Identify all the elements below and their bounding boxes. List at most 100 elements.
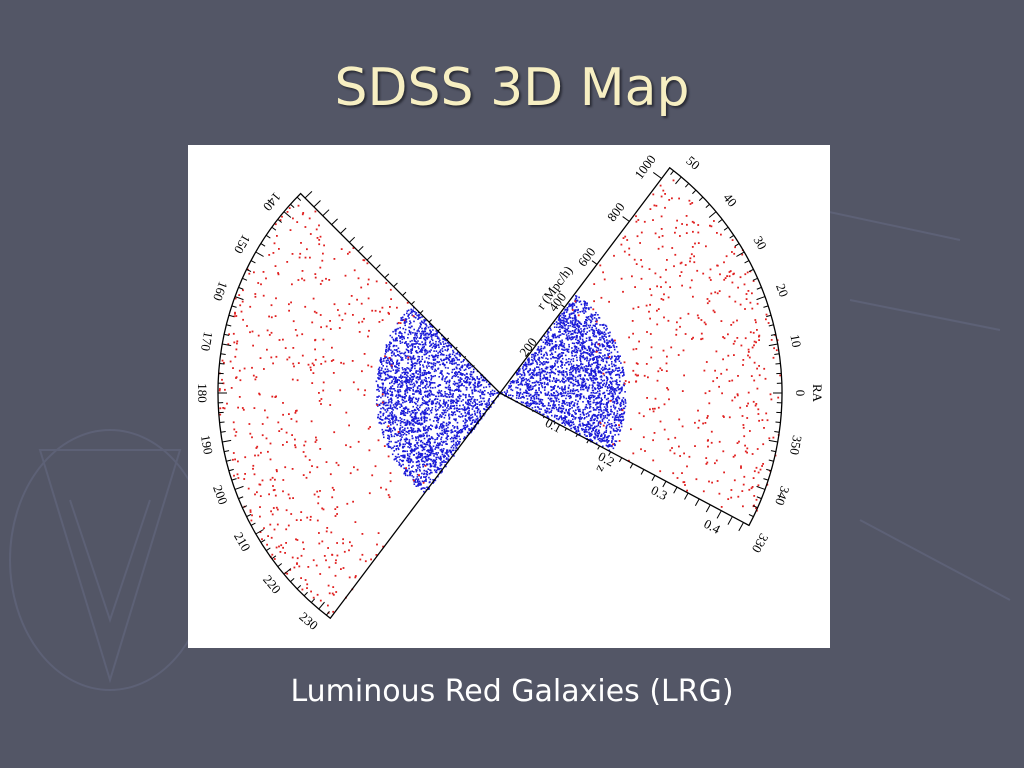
galaxy-point bbox=[400, 413, 402, 415]
galaxy-point bbox=[471, 389, 474, 391]
galaxy-point bbox=[567, 348, 570, 351]
galaxy-point bbox=[406, 421, 409, 423]
galaxy-point bbox=[416, 411, 418, 414]
galaxy-point bbox=[554, 362, 556, 365]
galaxy-point bbox=[453, 418, 455, 420]
galaxy-point bbox=[614, 380, 616, 382]
galaxy-point bbox=[524, 364, 526, 367]
galaxy-point bbox=[404, 391, 406, 393]
galaxy-point bbox=[578, 340, 581, 343]
galaxy-point bbox=[474, 399, 476, 401]
galaxy-point bbox=[478, 385, 480, 388]
galaxy-point bbox=[418, 480, 421, 483]
galaxy-point bbox=[424, 476, 426, 478]
galaxy-point bbox=[409, 471, 411, 474]
galaxy-point bbox=[408, 329, 411, 332]
galaxy-point bbox=[418, 429, 421, 431]
galaxy-point bbox=[443, 431, 446, 434]
galaxy-point bbox=[396, 359, 399, 362]
galaxy-point bbox=[456, 371, 458, 374]
galaxy-point bbox=[469, 373, 472, 376]
galaxy-point bbox=[586, 425, 588, 428]
galaxy-point bbox=[575, 399, 577, 401]
galaxy-point bbox=[527, 370, 529, 373]
galaxy-point bbox=[568, 314, 571, 316]
galaxy-point bbox=[561, 399, 564, 402]
galaxy-point bbox=[590, 433, 593, 435]
galaxy-point bbox=[606, 341, 609, 344]
galaxy-point bbox=[379, 373, 382, 375]
galaxy-point bbox=[404, 450, 406, 453]
galaxy-point bbox=[519, 388, 522, 390]
galaxy-point bbox=[600, 408, 602, 411]
galaxy-point bbox=[577, 400, 579, 403]
galaxy-point bbox=[543, 346, 546, 348]
galaxy-point bbox=[424, 351, 426, 353]
galaxy-point bbox=[616, 412, 619, 415]
galaxy-point bbox=[460, 429, 462, 431]
galaxy-point bbox=[594, 372, 597, 375]
galaxy-point bbox=[567, 392, 569, 395]
galaxy-point bbox=[572, 358, 575, 360]
galaxy-point bbox=[574, 378, 577, 381]
galaxy-point bbox=[605, 336, 607, 338]
galaxy-point bbox=[574, 298, 577, 300]
galaxy-point bbox=[432, 375, 435, 378]
galaxy-point bbox=[424, 319, 426, 321]
galaxy-point bbox=[417, 340, 419, 342]
galaxy-point bbox=[493, 402, 495, 404]
galaxy-point bbox=[600, 416, 602, 419]
galaxy-point bbox=[461, 408, 463, 410]
galaxy-point bbox=[531, 358, 533, 361]
galaxy-point bbox=[559, 325, 561, 328]
galaxy-point bbox=[509, 386, 511, 388]
galaxy-point bbox=[406, 459, 408, 462]
galaxy-point bbox=[583, 424, 585, 426]
galaxy-point bbox=[575, 395, 577, 398]
galaxy-point bbox=[594, 437, 596, 440]
galaxy-point bbox=[396, 407, 398, 410]
galaxy-point bbox=[460, 366, 462, 368]
galaxy-point bbox=[516, 394, 518, 397]
galaxy-point bbox=[386, 365, 388, 368]
galaxy-point bbox=[384, 368, 387, 370]
galaxy-point bbox=[422, 381, 424, 384]
galaxy-point bbox=[585, 323, 588, 325]
galaxy-point bbox=[447, 348, 449, 350]
galaxy-point bbox=[398, 364, 400, 367]
galaxy-point bbox=[440, 395, 442, 397]
galaxy-point bbox=[415, 362, 418, 365]
galaxy-point bbox=[603, 379, 606, 382]
galaxy-point bbox=[408, 464, 410, 467]
galaxy-point bbox=[594, 392, 596, 394]
galaxy-point bbox=[603, 327, 605, 329]
galaxy-point bbox=[471, 408, 474, 410]
galaxy-point bbox=[436, 426, 438, 429]
galaxy-point bbox=[531, 372, 534, 374]
galaxy-point bbox=[400, 332, 402, 334]
galaxy-point bbox=[575, 369, 577, 371]
galaxy-point bbox=[424, 330, 427, 333]
galaxy-point bbox=[582, 409, 584, 411]
galaxy-point bbox=[576, 380, 578, 383]
galaxy-point bbox=[449, 391, 451, 394]
galaxy-point bbox=[597, 332, 600, 335]
galaxy-point bbox=[555, 398, 557, 400]
galaxy-point bbox=[375, 403, 378, 405]
galaxy-point bbox=[391, 385, 394, 387]
galaxy-point bbox=[473, 421, 476, 423]
galaxy-point bbox=[416, 386, 419, 388]
galaxy-point bbox=[428, 458, 431, 460]
galaxy-point bbox=[415, 340, 417, 343]
galaxy-point bbox=[436, 466, 438, 469]
galaxy-point bbox=[567, 322, 569, 324]
galaxy-point bbox=[573, 317, 576, 319]
galaxy-point bbox=[595, 397, 597, 400]
galaxy-point bbox=[411, 416, 414, 419]
galaxy-point bbox=[428, 384, 431, 387]
galaxy-point bbox=[568, 414, 570, 416]
galaxy-point bbox=[392, 409, 394, 411]
galaxy-point bbox=[426, 412, 428, 415]
wedge-chart-panel: 140 150 160 170 180 190 200 210 220 230 50 40 30 20 10… bbox=[188, 145, 830, 648]
galaxy-point bbox=[393, 450, 395, 452]
